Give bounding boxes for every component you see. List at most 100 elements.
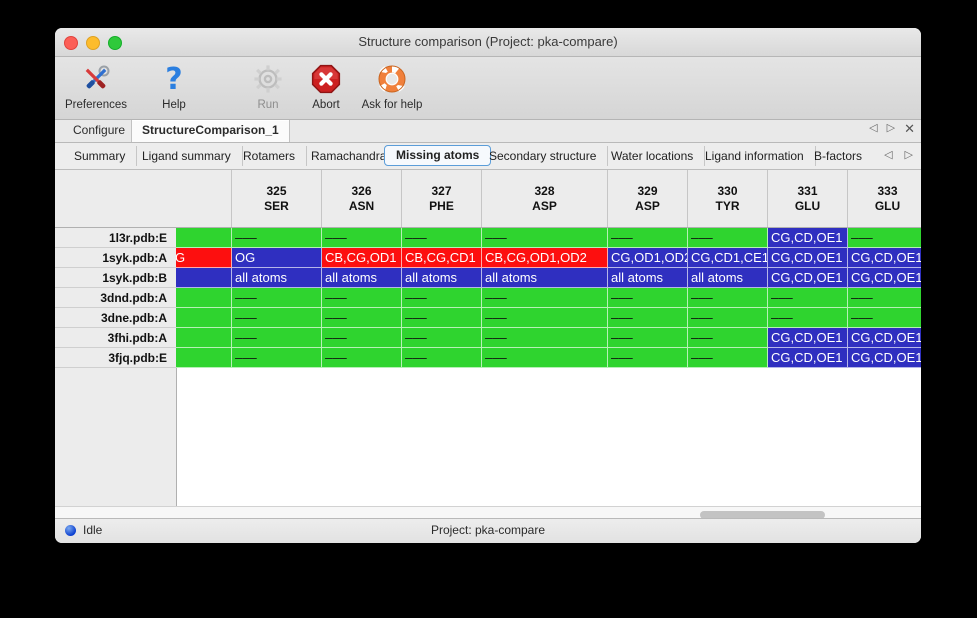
tab-configure[interactable]: Configure — [63, 120, 137, 142]
table-cell[interactable]: ––– — [402, 228, 482, 248]
table-cell[interactable]: ––– — [608, 308, 688, 328]
table-cell[interactable]: CG,CD,OE1 — [848, 248, 921, 268]
column-header-330[interactable]: 330 TYR — [688, 170, 768, 227]
tab-structurecomparison-1[interactable]: StructureComparison_1 — [131, 120, 290, 142]
table-cell[interactable]: ––– — [768, 288, 848, 308]
table-cell[interactable]: ––– — [482, 328, 608, 348]
chevron-right-icon[interactable]: ▷ — [886, 122, 896, 134]
table-cell[interactable]: ––– — [848, 288, 921, 308]
row-header-3dnd-pdb-a[interactable]: 3dnd.pdb:A — [55, 288, 176, 308]
table-cell[interactable]: ––– — [322, 288, 402, 308]
table-cell[interactable]: G — [176, 248, 232, 268]
table-cell[interactable]: ––– — [848, 308, 921, 328]
ask-for-help-button[interactable]: Ask for help — [332, 62, 452, 111]
abort-button[interactable]: Abort — [288, 62, 364, 111]
chevron-left-icon[interactable]: ◁ — [884, 149, 893, 161]
table-cell[interactable]: ––– — [322, 228, 402, 248]
tab-secondary-structure[interactable]: Secondary structure — [478, 146, 609, 166]
table-cell[interactable]: CG,CD,OE1 — [848, 348, 921, 368]
column-header-331[interactable]: 331 GLU — [768, 170, 848, 227]
table-cell[interactable] — [176, 308, 232, 328]
table-cell[interactable]: CB,CG,OD1 — [322, 248, 402, 268]
close-button[interactable] — [64, 36, 78, 50]
table-cell[interactable]: ––– — [232, 348, 322, 368]
close-icon[interactable]: ✕ — [904, 121, 915, 136]
table-cell[interactable]: ––– — [608, 228, 688, 248]
table-cell[interactable]: ––– — [688, 328, 768, 348]
table-cell[interactable]: CG,CD,OE1 — [768, 268, 848, 288]
preferences-button[interactable]: Preferences — [58, 62, 134, 111]
table-cell[interactable]: all atoms — [482, 268, 608, 288]
table-cell[interactable]: ––– — [848, 228, 921, 248]
table-cell[interactable]: CG,CD,OE1 — [768, 328, 848, 348]
column-header-partial[interactable] — [176, 170, 232, 227]
minimize-button[interactable] — [86, 36, 100, 50]
column-header-329[interactable]: 329 ASP — [608, 170, 688, 227]
table-cell[interactable]: CB,CG,OD1,OD2 — [482, 248, 608, 268]
table-cell[interactable]: ––– — [768, 308, 848, 328]
column-header-327[interactable]: 327 PHE — [402, 170, 482, 227]
tab-water-locations[interactable]: Water locations — [600, 146, 706, 166]
table-cell[interactable]: ––– — [482, 228, 608, 248]
column-header-326[interactable]: 326 ASN — [322, 170, 402, 227]
table-cell[interactable]: ––– — [482, 308, 608, 328]
table-cell[interactable]: ––– — [608, 288, 688, 308]
chevron-left-icon[interactable]: ◁ — [869, 122, 878, 134]
table-cell[interactable]: CG,CD,OE1 — [848, 328, 921, 348]
column-header-325[interactable]: 325 SER — [232, 170, 322, 227]
tab-b-factors[interactable]: B-factors — [803, 146, 873, 166]
table-cell[interactable]: ––– — [688, 348, 768, 368]
table-cell[interactable]: ––– — [402, 348, 482, 368]
table-cell[interactable]: CG,CD,OE1 — [768, 248, 848, 268]
table-cell[interactable] — [176, 348, 232, 368]
table-cell[interactable]: all atoms — [322, 268, 402, 288]
table-cell[interactable]: OG — [232, 248, 322, 268]
table-cell[interactable]: ––– — [608, 328, 688, 348]
tab-rotamers[interactable]: Rotamers — [232, 146, 308, 166]
table-cell[interactable]: ––– — [482, 348, 608, 368]
run-button[interactable]: Run — [230, 62, 306, 111]
table-cell[interactable]: ––– — [232, 308, 322, 328]
table-cell[interactable]: ––– — [402, 288, 482, 308]
table-cell[interactable]: ––– — [688, 308, 768, 328]
table-cell[interactable] — [176, 328, 232, 348]
table-cell[interactable]: all atoms — [232, 268, 322, 288]
table-cell[interactable]: ––– — [322, 308, 402, 328]
help-button[interactable]: ? Help — [136, 62, 212, 111]
table-cell[interactable]: ––– — [688, 228, 768, 248]
table-cell[interactable]: ––– — [322, 348, 402, 368]
table-cell[interactable]: ––– — [322, 328, 402, 348]
chevron-right-icon[interactable]: ▷ — [904, 149, 913, 161]
tab-missing-atoms[interactable]: Missing atoms — [384, 145, 492, 166]
table-cell[interactable]: CG,CD,OE1 — [768, 348, 848, 368]
table-cell[interactable]: ––– — [232, 328, 322, 348]
table-cell[interactable]: all atoms — [688, 268, 768, 288]
tab-summary[interactable]: Summary — [63, 146, 138, 166]
table-cell[interactable] — [176, 228, 232, 248]
row-header-3dne-pdb-a[interactable]: 3dne.pdb:A — [55, 308, 176, 328]
table-cell[interactable]: CG,CD,OE1 — [848, 268, 921, 288]
table-cell[interactable]: CB,CG,CD1 — [402, 248, 482, 268]
column-header-328[interactable]: 328 ASP — [482, 170, 608, 227]
table-cell[interactable] — [176, 288, 232, 308]
table-cell[interactable]: all atoms — [608, 268, 688, 288]
table-cell[interactable]: ––– — [608, 348, 688, 368]
row-header-1syk-pdb-b[interactable]: 1syk.pdb:B — [55, 268, 176, 288]
column-header-333[interactable]: 333 GLU — [848, 170, 921, 227]
scrollbar-thumb[interactable] — [700, 511, 825, 519]
table-cell[interactable]: ––– — [688, 288, 768, 308]
table-cell[interactable]: ––– — [232, 288, 322, 308]
table-cell[interactable]: ––– — [402, 308, 482, 328]
row-header-1l3r-pdb-e[interactable]: 1l3r.pdb:E — [55, 228, 176, 248]
table-cell[interactable] — [176, 268, 232, 288]
row-header-3fhi-pdb-a[interactable]: 3fhi.pdb:A — [55, 328, 176, 348]
table-cell[interactable]: all atoms — [402, 268, 482, 288]
row-header-1syk-pdb-a[interactable]: 1syk.pdb:A — [55, 248, 176, 268]
table-cell[interactable]: CG,CD,OE1 — [768, 228, 848, 248]
table-cell[interactable]: ––– — [402, 328, 482, 348]
zoom-button[interactable] — [108, 36, 122, 50]
table-cell[interactable]: ––– — [482, 288, 608, 308]
table-cell[interactable]: CG,OD1,OD2 — [608, 248, 688, 268]
tab-ligand-summary[interactable]: Ligand summary — [131, 146, 243, 166]
tab-ligand-information[interactable]: Ligand information — [694, 146, 816, 166]
